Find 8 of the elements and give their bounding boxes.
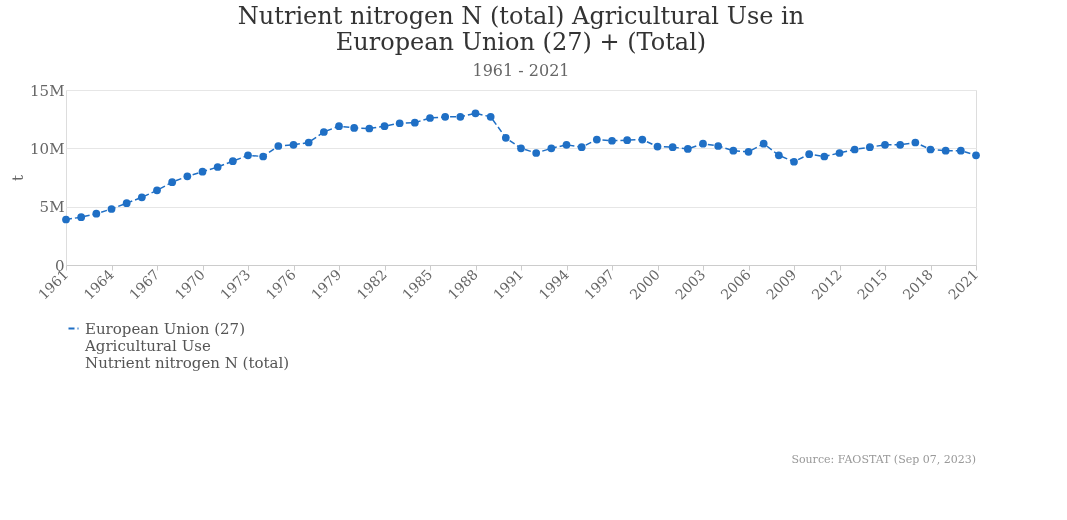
y-tick-label: 15M [30,81,65,100]
legend-label: European Union (27) Agricultural Use Nutrient nitrogen N (total) [84,319,290,372]
source-note: Source: FAOSTAT (Sep 07, 2023) [791,453,976,466]
y-tick-label: 10M [30,139,65,158]
chart-subtitle: 1961 - 2021 [472,61,570,80]
y-tick-label: 5M [39,198,65,217]
y-axis-title: t [9,174,28,182]
chart-title: Nutrient nitrogen N (total) Agricultural Use in European Union (27) + (Total) [237,2,805,56]
